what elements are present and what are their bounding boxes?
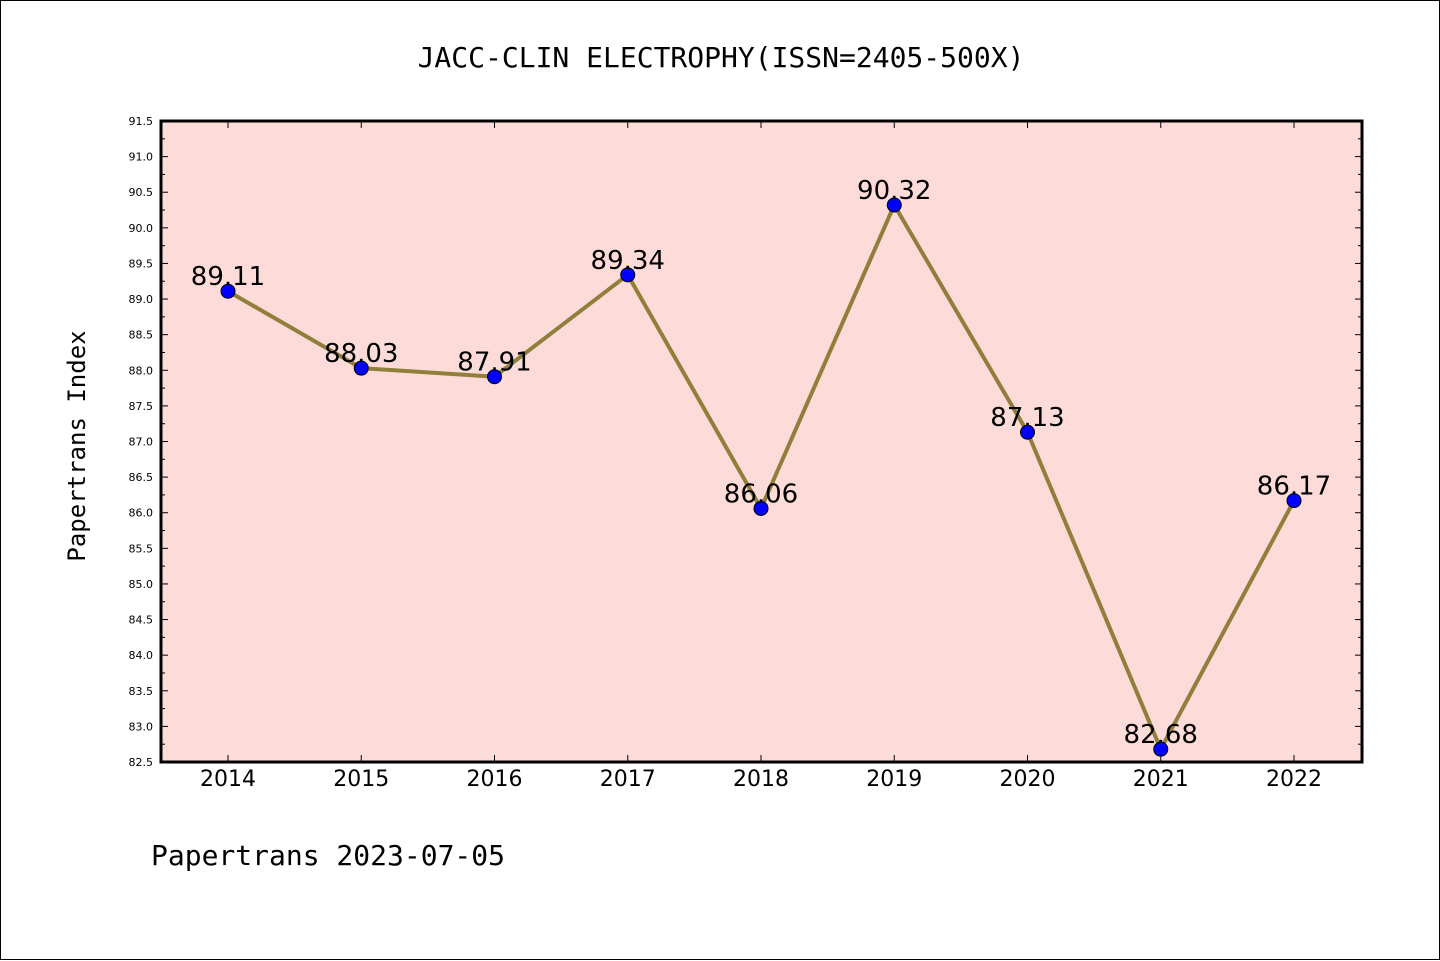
y-tick-label: 85.5 — [129, 542, 154, 555]
y-tick-label: 87.5 — [129, 400, 154, 413]
data-point — [220, 283, 236, 299]
data-label: 87.13 — [990, 403, 1064, 433]
data-label: 90.32 — [857, 176, 931, 206]
data-label: 89.11 — [191, 262, 265, 292]
y-tick-label: 90.5 — [129, 186, 154, 199]
data-label: 89.34 — [591, 246, 665, 276]
x-tick-label: 2015 — [333, 767, 389, 792]
x-tick-label: 2022 — [1266, 767, 1322, 792]
y-tick-label: 86.0 — [129, 507, 154, 520]
data-label: 88.03 — [324, 339, 398, 369]
x-tick-label: 2020 — [1000, 767, 1056, 792]
chart-title: JACC-CLIN ELECTROPHY(ISSN=2405-500X) — [418, 41, 1025, 74]
plot-frame — [159, 119, 1364, 764]
series-markers — [220, 197, 1302, 757]
plot-area — [161, 121, 1362, 762]
data-labels: 89.11 88.03 87.91 89.34 86.06 90.32 87.13 82.68… — [191, 176, 1331, 750]
y-tick-label: 89.0 — [129, 293, 154, 306]
y-tick-label: 84.0 — [129, 649, 154, 662]
y-tick-label: 89.5 — [129, 257, 154, 270]
data-point — [353, 360, 369, 376]
data-point — [1286, 493, 1302, 509]
x-tick-label: 2021 — [1133, 767, 1189, 792]
data-point — [753, 500, 769, 516]
y-tick-label: 82.5 — [129, 756, 154, 769]
data-label: 82.68 — [1124, 720, 1198, 750]
y-tick-label: 83.0 — [129, 720, 154, 733]
data-label: 87.91 — [457, 348, 531, 378]
y-tick-label: 87.0 — [129, 436, 154, 449]
data-point — [1020, 424, 1035, 440]
x-tick-label: 2019 — [866, 767, 922, 792]
y-tick-label: 83.5 — [129, 685, 154, 698]
data-point — [886, 197, 902, 213]
y-tick-label: 85.0 — [129, 578, 154, 591]
x-tick-label: 2018 — [733, 767, 789, 792]
y-tick-label: 86.5 — [129, 471, 154, 484]
y-axis-label: Papertrans Index — [63, 330, 91, 561]
data-label: 86.06 — [724, 479, 798, 509]
data-point — [1153, 741, 1169, 757]
y-tick-label: 88.0 — [129, 364, 154, 377]
data-point — [620, 267, 636, 283]
x-tick-label: 2016 — [467, 767, 523, 792]
footer-text: Papertrans 2023-07-05 — [151, 839, 505, 872]
y-tick-label: 91.0 — [129, 151, 154, 164]
data-point — [487, 369, 502, 385]
data-label: 86.17 — [1257, 472, 1331, 502]
y-tick-label: 84.5 — [129, 614, 154, 627]
x-tick-label: 2017 — [600, 767, 656, 792]
x-axis: 2014 2015 2016 2017 2018 2019 2020 2021 2022 — [200, 121, 1322, 792]
y-tick-label: 88.5 — [129, 329, 154, 342]
y-tick-label: 90.0 — [129, 222, 154, 235]
x-tick-label: 2014 — [200, 767, 256, 792]
y-tick-label: 91.5 — [129, 115, 154, 128]
